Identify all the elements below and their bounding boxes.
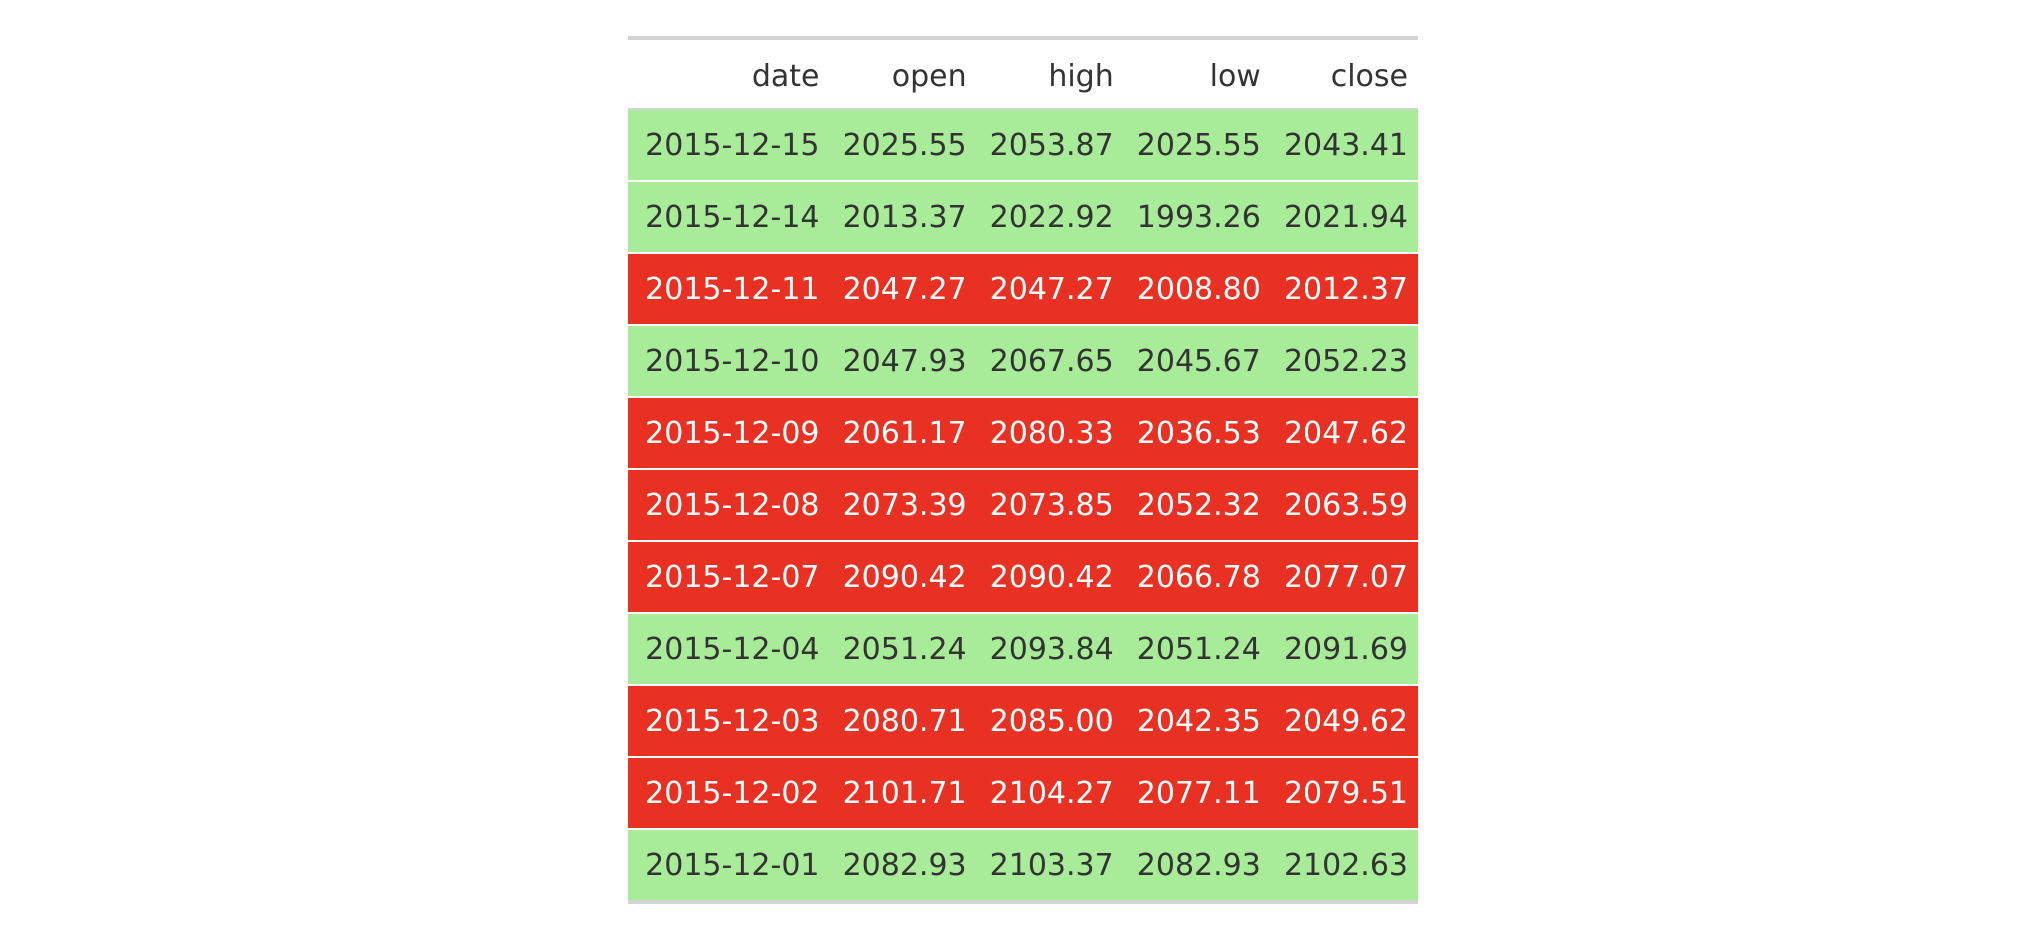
cell-date: 2015-12-15 bbox=[628, 109, 830, 181]
table-row: 2015-12-04 2051.24 2093.84 2051.24 2091.69 bbox=[628, 612, 1418, 685]
cell-close: 2077.07 bbox=[1270, 540, 1418, 613]
cell-close: 2091.69 bbox=[1270, 612, 1418, 685]
cell-date: 2015-12-10 bbox=[628, 324, 830, 397]
cell-date: 2015-12-09 bbox=[628, 396, 830, 469]
cell-low: 2045.67 bbox=[1123, 324, 1271, 397]
cell-low: 2008.80 bbox=[1123, 252, 1271, 325]
cell-close: 2079.51 bbox=[1270, 756, 1418, 829]
table-row: 2015-12-03 2080.71 2085.00 2042.35 2049.62 bbox=[628, 684, 1418, 757]
cell-open: 2073.39 bbox=[829, 468, 977, 541]
cell-high: 2103.37 bbox=[976, 828, 1124, 900]
cell-low: 2082.93 bbox=[1123, 828, 1271, 900]
cell-low: 2051.24 bbox=[1123, 612, 1271, 685]
cell-open: 2080.71 bbox=[829, 684, 977, 757]
cell-open: 2061.17 bbox=[829, 396, 977, 469]
cell-open: 2047.27 bbox=[829, 252, 977, 325]
table-row: 2015-12-08 2073.39 2073.85 2052.32 2063.59 bbox=[628, 468, 1418, 541]
cell-open: 2013.37 bbox=[829, 180, 977, 253]
cell-high: 2085.00 bbox=[976, 684, 1124, 757]
cell-high: 2067.65 bbox=[976, 324, 1124, 397]
stock-price-table-container: date open high low close 2015-12-15 2025.… bbox=[628, 36, 1418, 904]
cell-date: 2015-12-02 bbox=[628, 756, 830, 829]
table-body: 2015-12-15 2025.55 2053.87 2025.55 2043.41 20… bbox=[628, 109, 1418, 900]
cell-close: 2043.41 bbox=[1270, 109, 1418, 181]
cell-open: 2025.55 bbox=[829, 109, 977, 181]
cell-low: 2036.53 bbox=[1123, 396, 1271, 469]
cell-date: 2015-12-07 bbox=[628, 540, 830, 613]
cell-date: 2015-12-08 bbox=[628, 468, 830, 541]
cell-close: 2012.37 bbox=[1270, 252, 1418, 325]
table-row: 2015-12-14 2013.37 2022.92 1993.26 2021.94 bbox=[628, 180, 1418, 253]
cell-low: 2077.11 bbox=[1123, 756, 1271, 829]
cell-close: 2063.59 bbox=[1270, 468, 1418, 541]
table-header: date open high low close bbox=[628, 40, 1418, 110]
cell-low: 1993.26 bbox=[1123, 180, 1271, 253]
stock-price-table: date open high low close 2015-12-15 2025.… bbox=[628, 40, 1418, 900]
cell-open: 2101.71 bbox=[829, 756, 977, 829]
table-row: 2015-12-10 2047.93 2067.65 2045.67 2052.23 bbox=[628, 324, 1418, 397]
cell-open: 2047.93 bbox=[829, 324, 977, 397]
column-header-date: date bbox=[628, 40, 830, 110]
cell-high: 2073.85 bbox=[976, 468, 1124, 541]
cell-low: 2025.55 bbox=[1123, 109, 1271, 181]
cell-high: 2093.84 bbox=[976, 612, 1124, 685]
cell-close: 2102.63 bbox=[1270, 828, 1418, 900]
cell-high: 2047.27 bbox=[976, 252, 1124, 325]
cell-high: 2022.92 bbox=[976, 180, 1124, 253]
cell-low: 2042.35 bbox=[1123, 684, 1271, 757]
cell-close: 2047.62 bbox=[1270, 396, 1418, 469]
table-row: 2015-12-01 2082.93 2103.37 2082.93 2102.63 bbox=[628, 828, 1418, 900]
header-row: date open high low close bbox=[628, 40, 1418, 110]
column-header-low: low bbox=[1123, 40, 1271, 110]
cell-date: 2015-12-01 bbox=[628, 828, 830, 900]
column-header-high: high bbox=[976, 40, 1124, 110]
cell-high: 2104.27 bbox=[976, 756, 1124, 829]
cell-date: 2015-12-14 bbox=[628, 180, 830, 253]
cell-low: 2066.78 bbox=[1123, 540, 1271, 613]
cell-low: 2052.32 bbox=[1123, 468, 1271, 541]
table-row: 2015-12-07 2090.42 2090.42 2066.78 2077.07 bbox=[628, 540, 1418, 613]
cell-date: 2015-12-11 bbox=[628, 252, 830, 325]
cell-date: 2015-12-03 bbox=[628, 684, 830, 757]
cell-date: 2015-12-04 bbox=[628, 612, 830, 685]
cell-open: 2082.93 bbox=[829, 828, 977, 900]
cell-high: 2053.87 bbox=[976, 109, 1124, 181]
table-row: 2015-12-02 2101.71 2104.27 2077.11 2079.51 bbox=[628, 756, 1418, 829]
table-row: 2015-12-11 2047.27 2047.27 2008.80 2012.37 bbox=[628, 252, 1418, 325]
column-header-open: open bbox=[829, 40, 977, 110]
cell-close: 2052.23 bbox=[1270, 324, 1418, 397]
table-row: 2015-12-09 2061.17 2080.33 2036.53 2047.62 bbox=[628, 396, 1418, 469]
cell-close: 2021.94 bbox=[1270, 180, 1418, 253]
cell-open: 2051.24 bbox=[829, 612, 977, 685]
table-row: 2015-12-15 2025.55 2053.87 2025.55 2043.41 bbox=[628, 109, 1418, 181]
cell-close: 2049.62 bbox=[1270, 684, 1418, 757]
column-header-close: close bbox=[1270, 40, 1418, 110]
cell-high: 2080.33 bbox=[976, 396, 1124, 469]
cell-open: 2090.42 bbox=[829, 540, 977, 613]
cell-high: 2090.42 bbox=[976, 540, 1124, 613]
